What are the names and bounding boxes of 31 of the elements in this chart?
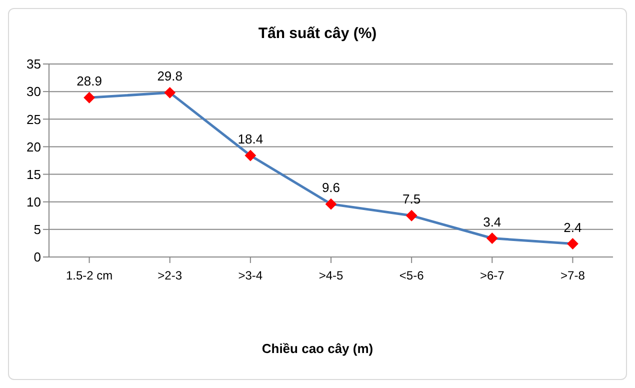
- data-label: 2.4: [564, 220, 582, 235]
- x-tick-label: >4-5: [318, 268, 344, 283]
- y-tick-label: 30: [26, 84, 41, 100]
- y-tick-label: 5: [34, 222, 41, 238]
- x-tick-label: >6-7: [480, 268, 505, 283]
- data-label: 7.5: [402, 192, 421, 207]
- x-tick-label: >2-3: [158, 268, 182, 283]
- data-label: 9.6: [322, 180, 340, 196]
- chart-title: Tấn suất cây (%): [257, 25, 378, 42]
- data-label: 18.4: [238, 132, 264, 147]
- y-tick-label: 15: [26, 166, 41, 182]
- point: [326, 198, 336, 210]
- x-tick-label: 1.5-2 cm: [66, 268, 113, 283]
- point: [486, 232, 498, 244]
- x-tick-label: <5-6: [399, 268, 424, 283]
- x-tick-label: >7-8: [560, 268, 586, 283]
- data-label: 3.4: [483, 214, 502, 230]
- point: [406, 210, 418, 222]
- y-tick-label: 10: [26, 194, 41, 210]
- point: [567, 238, 578, 250]
- point: [84, 92, 95, 104]
- point: [244, 150, 256, 162]
- data-label: 28.9: [76, 74, 102, 89]
- point: [164, 87, 176, 98]
- data-label: 29.8: [157, 68, 183, 84]
- x-tick-label: >3-4: [238, 268, 263, 283]
- y-tick-label: 35: [26, 56, 41, 72]
- y-tick-label: 20: [26, 139, 41, 154]
- y-tick-label: 0: [34, 250, 41, 265]
- y-tick-label: 25: [26, 112, 41, 127]
- x-axis-title: Chiều cao cây (m): [260, 341, 374, 356]
